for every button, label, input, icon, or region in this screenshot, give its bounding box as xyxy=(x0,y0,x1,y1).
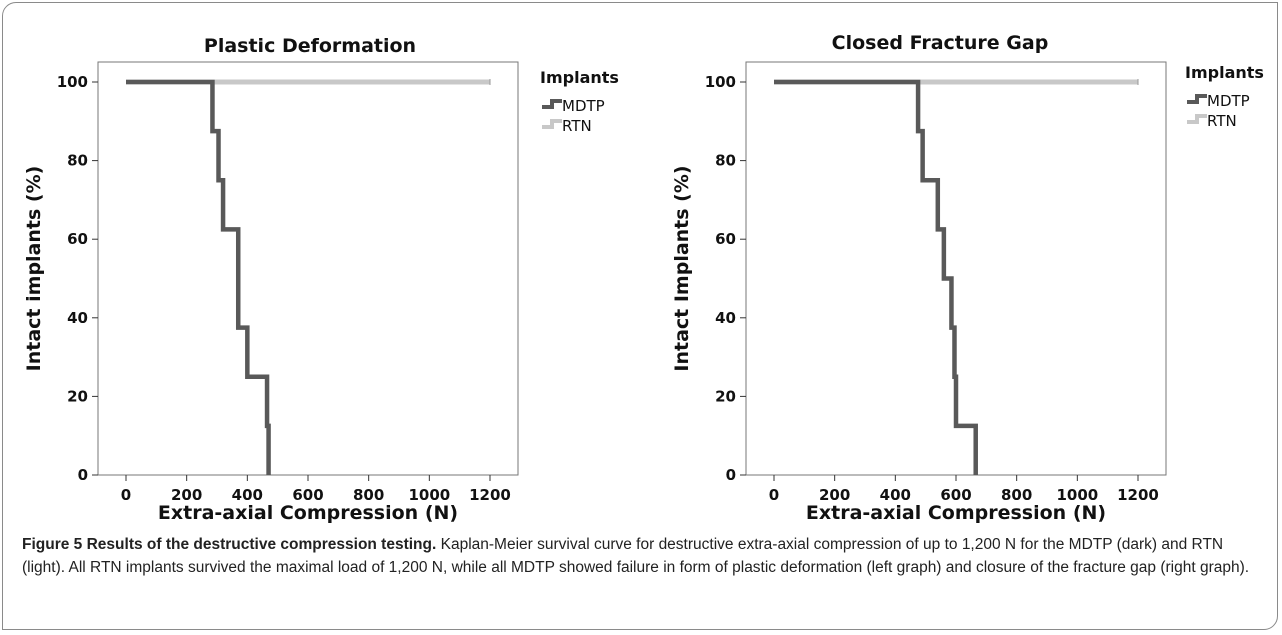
y-axis-label: Intact Implants (%) xyxy=(671,165,693,371)
x-tick-label: 200 xyxy=(171,486,202,504)
x-tick-label: 600 xyxy=(292,486,323,504)
legend-label-mdtp: MDTP xyxy=(562,97,605,115)
y-tick-label: 60 xyxy=(67,230,88,248)
y-axis-label: Intact implants (%) xyxy=(23,166,45,372)
x-tick-label: 600 xyxy=(940,486,971,504)
y-tick-label: 80 xyxy=(67,152,88,170)
series-line-mdtp xyxy=(126,79,271,475)
legend-label-mdtp: MDTP xyxy=(1207,92,1250,110)
chart-title: Plastic Deformation xyxy=(204,35,416,57)
y-tick-label: 0 xyxy=(726,466,736,484)
x-tick-label: 0 xyxy=(769,486,779,504)
y-tick-label: 20 xyxy=(67,387,88,405)
x-axis-label: Extra-axial Compression (N) xyxy=(806,502,1106,524)
legend-swatch-mdtp xyxy=(1187,94,1207,104)
caption-title: Results of the destructive compression t… xyxy=(86,536,437,553)
x-tick-label: 1200 xyxy=(1117,486,1159,504)
y-tick-label: 60 xyxy=(715,230,736,248)
y-tick-label: 80 xyxy=(715,152,736,170)
x-tick-label: 400 xyxy=(880,486,911,504)
figure-caption: Figure 5 Results of the destructive comp… xyxy=(22,533,1260,579)
y-tick-label: 40 xyxy=(67,309,88,327)
series-line-mdtp xyxy=(774,79,978,475)
legend-label-rtn: RTN xyxy=(1207,112,1237,130)
x-tick-label: 400 xyxy=(232,486,263,504)
x-tick-label: 1200 xyxy=(469,486,511,504)
y-tick-label: 40 xyxy=(715,309,736,327)
caption-text: Kaplan-Meier survival curve for destruct… xyxy=(22,536,1250,576)
legend-swatch-rtn xyxy=(542,119,562,129)
plot-area xyxy=(97,61,519,476)
legend-swatch-mdtp xyxy=(542,99,562,109)
legend-title: Implants xyxy=(1185,63,1264,82)
y-tick-label: 0 xyxy=(78,466,88,484)
y-tick-label: 20 xyxy=(715,387,736,405)
caption-label: Figure 5 xyxy=(22,536,83,553)
legend-title: Implants xyxy=(540,68,619,87)
y-tick-label: 100 xyxy=(705,73,736,91)
legend-label-rtn: RTN xyxy=(562,117,592,135)
legend-swatch-rtn xyxy=(1187,114,1207,124)
y-tick-label: 100 xyxy=(57,73,88,91)
x-tick-label: 800 xyxy=(1001,486,1032,504)
chart-title: Closed Fracture Gap xyxy=(832,32,1049,54)
x-tick-label: 0 xyxy=(121,486,131,504)
x-tick-label: 1000 xyxy=(408,486,450,504)
x-axis-label: Extra-axial Compression (N) xyxy=(158,502,458,524)
x-tick-label: 200 xyxy=(819,486,850,504)
x-tick-label: 800 xyxy=(353,486,384,504)
x-tick-label: 1000 xyxy=(1056,486,1098,504)
